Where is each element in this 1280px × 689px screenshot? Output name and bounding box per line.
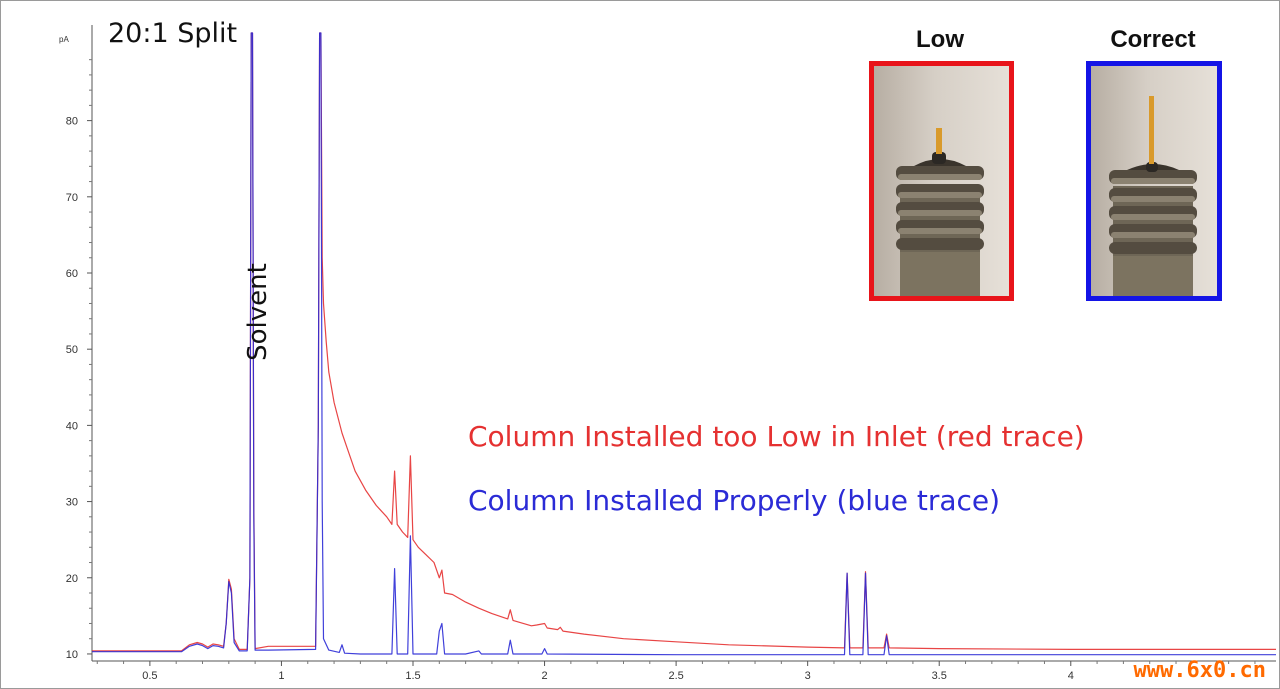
photo-column-correct [1086,61,1222,301]
x-tick-label: 2 [541,670,547,682]
legend-blue-trace: Column Installed Properly (blue trace) [468,484,1001,517]
solvent-annotation: Solvent [243,263,273,361]
photo-label-low: Low [916,26,964,53]
y-tick-label: 80 [66,116,78,128]
x-tick-label: 0.5 [142,670,157,682]
photo-label-correct: Correct [1110,26,1196,53]
x-tick-label: 1 [278,670,284,682]
x-tick-label: 3.5 [932,670,947,682]
y-unit-label: pA [59,35,69,44]
traces [92,32,1276,656]
x-tick-label: 1.5 [405,670,420,682]
x-tick-label: 2.5 [668,670,683,682]
red-trace-line [92,32,1276,652]
column-fitting-low-image [896,128,984,296]
y-tick-label: 60 [66,268,78,280]
x-tick-label: 4 [1068,670,1074,682]
blue-trace-line [92,32,1276,656]
chart-title: 20:1 Split [108,18,238,49]
axes: 10 20 30 40 50 60 70 80 pA 0.5 1 1.5 2 2.5 3 3.5 4 [59,25,1276,682]
y-tick-label: 10 [66,649,78,661]
watermark: www.6x0.cn [1133,658,1266,683]
x-tick-label: 3 [805,670,811,682]
photo-column-low [869,61,1014,301]
column-fitting-correct-image [1109,96,1197,296]
y-tick-label: 30 [66,497,78,509]
y-tick-label: 20 [66,573,78,585]
y-tick-label: 40 [66,420,78,432]
y-tick-label: 70 [66,192,78,204]
y-tick-label: 50 [66,344,78,356]
legend-red-trace: Column Installed too Low in Inlet (red t… [468,420,1085,453]
